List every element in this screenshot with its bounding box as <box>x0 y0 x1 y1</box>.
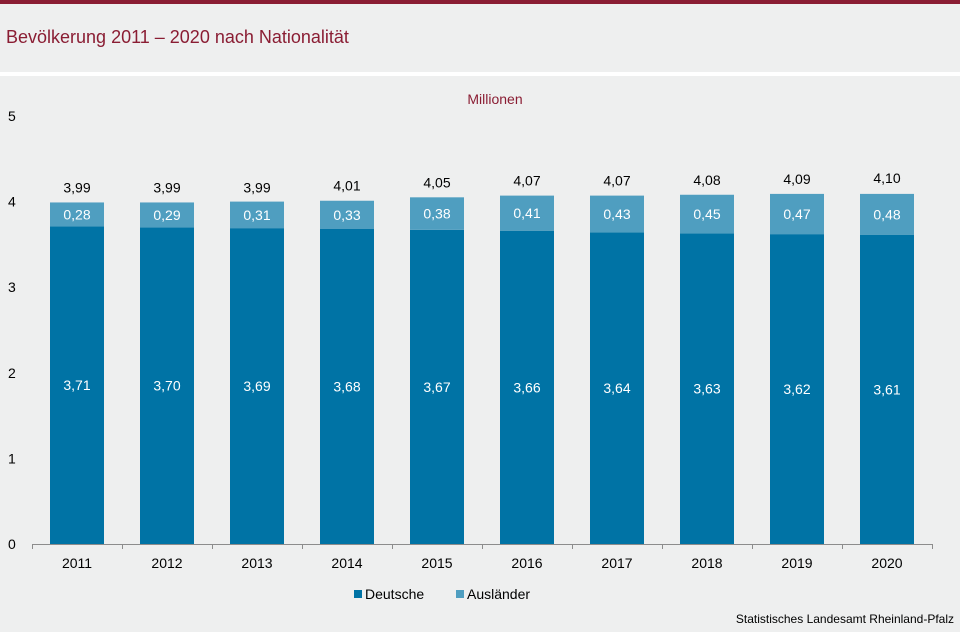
legend-label-auslaender: Ausländer <box>467 586 530 602</box>
bar-deutsche <box>500 230 554 545</box>
page-title: Bevölkerung 2011 – 2020 nach Nationalitä… <box>6 27 349 47</box>
data-label-auslaender: 0,43 <box>603 206 630 222</box>
total-label: 4,07 <box>513 173 540 189</box>
bar-deutsche <box>320 228 374 544</box>
data-label-auslaender: 0,47 <box>783 206 810 222</box>
total-label: 4,05 <box>423 174 450 190</box>
total-label: 4,10 <box>873 170 900 186</box>
legend: Deutsche Ausländer <box>354 586 530 602</box>
data-label-auslaender: 0,31 <box>243 207 270 223</box>
y-tick-label: 2 <box>8 365 16 381</box>
x-tick-label: 2019 <box>781 555 812 571</box>
total-label: 4,09 <box>783 171 810 187</box>
total-label: 3,99 <box>153 179 180 195</box>
header-divider <box>0 72 960 76</box>
x-tick-label: 2016 <box>511 555 542 571</box>
bar-auslaender <box>680 194 734 234</box>
x-tick-label: 2013 <box>241 555 272 571</box>
y-tick-label: 5 <box>8 108 16 124</box>
x-tick-label: 2017 <box>601 555 632 571</box>
bar-auslaender <box>320 200 374 229</box>
bar-auslaender <box>770 193 824 235</box>
bar-auslaender <box>230 201 284 229</box>
bar-auslaender <box>410 197 464 230</box>
legend-swatch-deutsche <box>354 590 362 598</box>
data-label-deutsche: 3,64 <box>603 380 630 396</box>
data-label-deutsche: 3,63 <box>693 381 720 397</box>
unit-label: Millionen <box>467 91 522 107</box>
top-accent-bar <box>0 0 960 4</box>
legend-label-deutsche: Deutsche <box>365 586 424 602</box>
bar-deutsche <box>680 233 734 544</box>
bar-auslaender <box>500 195 554 231</box>
data-label-deutsche: 3,66 <box>513 379 540 395</box>
data-label-deutsche: 3,62 <box>783 381 810 397</box>
total-label: 3,99 <box>63 179 90 195</box>
data-label-deutsche: 3,70 <box>153 378 180 394</box>
data-label-deutsche: 3,69 <box>243 378 270 394</box>
bar-auslaender <box>140 202 194 228</box>
y-tick-label: 4 <box>8 194 16 210</box>
data-label-auslaender: 0,28 <box>63 206 90 222</box>
y-tick-label: 0 <box>8 536 16 552</box>
data-label-auslaender: 0,45 <box>693 206 720 222</box>
y-tick-label: 3 <box>8 279 16 295</box>
bar-deutsche <box>230 228 284 545</box>
data-label-deutsche: 3,61 <box>873 381 900 397</box>
data-label-auslaender: 0,38 <box>423 206 450 222</box>
x-axis: 2011 2012 2013 2014 2015 2016 2017 2018 2019 2020 <box>32 544 933 571</box>
data-label-auslaender: 0,48 <box>873 206 900 222</box>
data-label-deutsche: 3,68 <box>333 378 360 394</box>
bar-deutsche <box>590 232 644 544</box>
data-label-auslaender: 0,33 <box>333 207 360 223</box>
bar-deutsche <box>770 234 824 545</box>
data-label-deutsche: 3,71 <box>63 377 90 393</box>
total-label: 4,07 <box>603 173 630 189</box>
bar-auslaender <box>860 193 914 235</box>
total-label: 4,08 <box>693 172 720 188</box>
bar-deutsche <box>410 229 464 544</box>
data-label-deutsche: 3,67 <box>423 379 450 395</box>
x-tick-label: 2018 <box>691 555 722 571</box>
x-tick-label: 2020 <box>871 555 902 571</box>
x-tick-label: 2011 <box>62 555 92 571</box>
bar-deutsche <box>860 234 914 544</box>
x-tick-label: 2012 <box>151 555 182 571</box>
legend-swatch-auslaender <box>456 590 464 598</box>
bars-group: 3,71 0,28 3,99 3,70 0,29 3,99 3,69 0,31 3,99 3,68… <box>50 170 914 545</box>
x-tick-label: 2014 <box>331 555 362 571</box>
data-label-auslaender: 0,41 <box>513 205 540 221</box>
bar-deutsche <box>140 227 194 544</box>
x-tick-label: 2015 <box>421 555 452 571</box>
bar-deutsche <box>50 226 104 544</box>
bar-auslaender <box>50 202 104 227</box>
total-label: 3,99 <box>243 179 270 195</box>
source-credit: Statistisches Landesamt Rheinland-Pfalz <box>735 612 954 626</box>
y-axis: 0 1 2 3 4 5 <box>8 108 16 552</box>
data-label-auslaender: 0,29 <box>153 207 180 223</box>
bar-auslaender <box>590 195 644 233</box>
total-label: 4,01 <box>333 178 360 194</box>
y-tick-label: 1 <box>8 450 16 466</box>
